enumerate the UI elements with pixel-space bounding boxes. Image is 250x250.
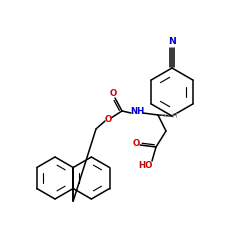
Text: O: O [104, 114, 112, 124]
Text: HO: HO [138, 160, 152, 170]
Text: NH: NH [130, 108, 144, 116]
Text: N: N [168, 36, 176, 46]
Text: H: H [171, 113, 177, 119]
Text: O: O [132, 140, 140, 148]
Text: O: O [110, 88, 116, 98]
